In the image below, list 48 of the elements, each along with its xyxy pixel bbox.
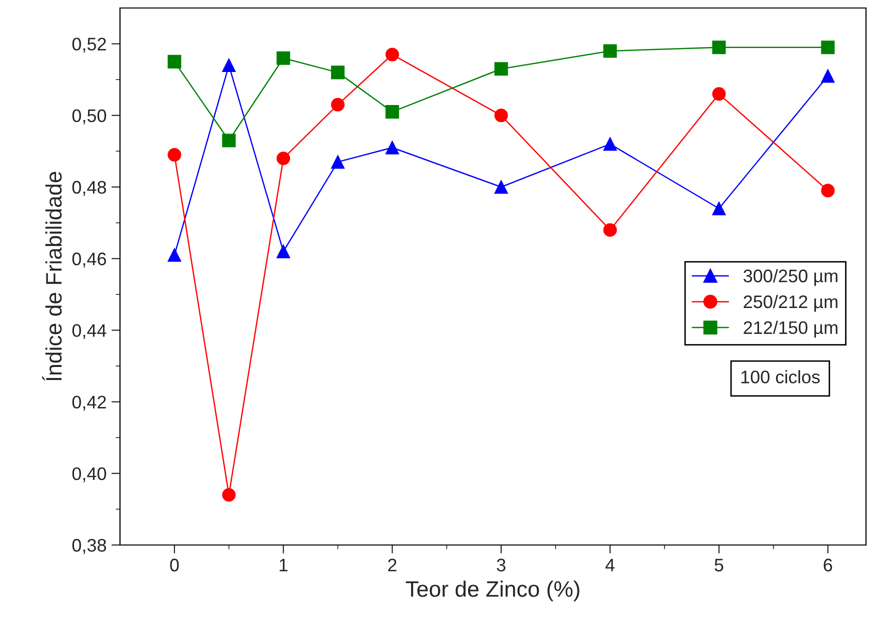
point	[222, 58, 236, 72]
legend-label: 250/212 µm	[744, 294, 838, 312]
point	[385, 140, 400, 154]
point	[821, 69, 835, 83]
point	[385, 48, 400, 62]
x-axis-title: Teor de Zinco (%)	[406, 580, 580, 602]
x-tick-label: 0	[170, 558, 179, 572]
y-tick-label: 0,42	[72, 396, 106, 411]
y-tick-label: 0,52	[72, 38, 106, 53]
point	[494, 108, 508, 122]
point	[168, 248, 182, 262]
point	[222, 134, 236, 148]
legend-label: 300/250 µm	[744, 269, 838, 286]
x-tick-label: 6	[824, 558, 832, 572]
point	[712, 40, 726, 54]
point	[712, 87, 726, 101]
point	[276, 244, 290, 258]
y-tick-label: 0,46	[72, 252, 106, 268]
point	[494, 180, 508, 194]
point	[712, 202, 726, 216]
point	[331, 155, 345, 169]
y-axis-title: Índice de Friabilidade	[42, 172, 62, 381]
point	[331, 98, 345, 112]
point	[821, 184, 835, 198]
y-tick-label: 0,40	[72, 467, 106, 482]
point	[168, 54, 182, 68]
annotation: 100 ciclos	[741, 370, 820, 384]
point	[603, 223, 617, 237]
x-tick-label: 1	[280, 558, 288, 572]
point	[222, 488, 236, 502]
legend-label: 212/150 µm	[744, 320, 838, 338]
point	[331, 66, 345, 80]
point	[494, 62, 508, 76]
y-tick-label: 0,48	[72, 180, 106, 196]
point	[276, 51, 290, 65]
point	[276, 152, 290, 166]
y-tick-label: 0,38	[72, 538, 106, 554]
point	[603, 137, 617, 151]
x-tick-label: 4	[605, 558, 615, 572]
y-tick-label: 0,44	[72, 324, 106, 340]
x-tick-label: 2	[388, 558, 396, 572]
point	[168, 148, 182, 162]
point	[821, 40, 835, 54]
x-tick-label: 5	[714, 558, 724, 572]
point	[603, 44, 617, 58]
x-tick-label: 3	[496, 558, 506, 572]
point	[385, 105, 400, 119]
y-tick-label: 0,50	[72, 109, 106, 124]
